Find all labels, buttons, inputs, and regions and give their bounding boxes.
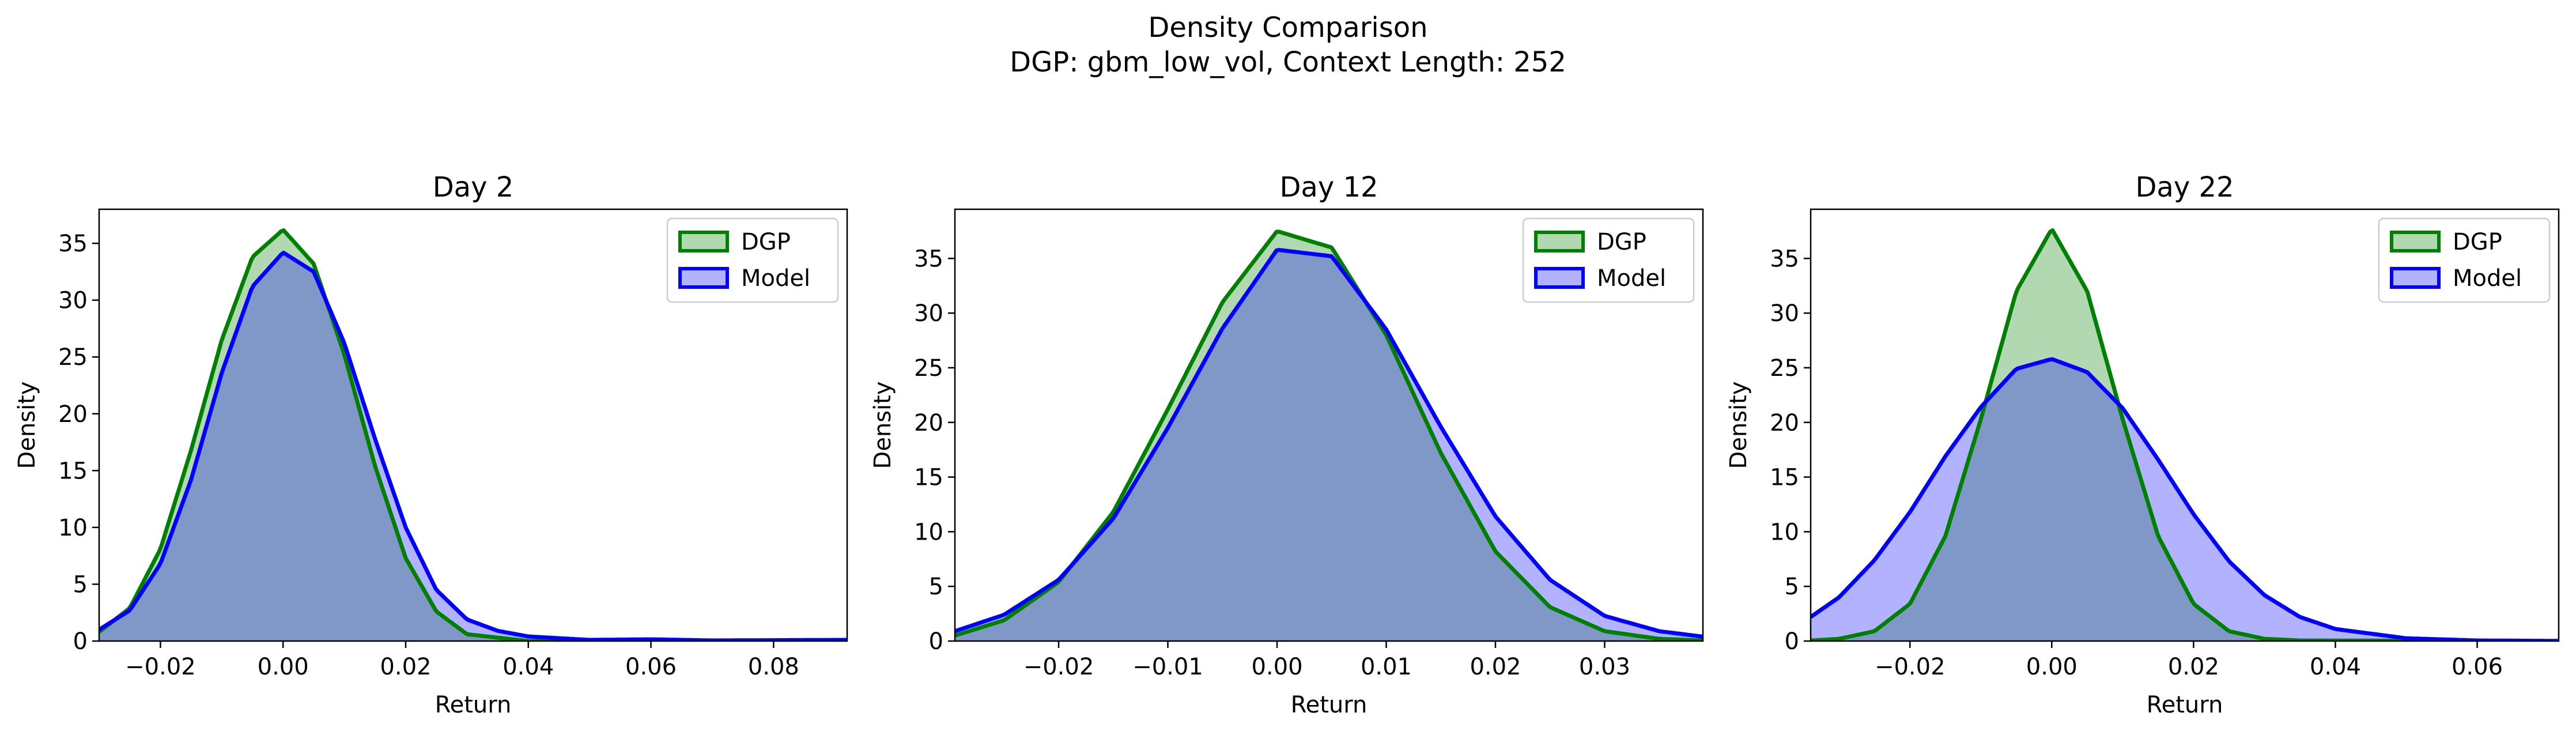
y-tick-label: 30 [914,300,943,327]
legend-label-model: Model [1597,265,1666,292]
x-tick-label: 0.00 [258,654,309,680]
y-axis-label: Density [1725,381,1752,469]
overlap-fill [99,252,847,641]
subplot-title: Day 12 [1279,171,1378,203]
y-tick-label: 30 [1770,300,1799,327]
x-tick-label: −0.01 [1132,654,1203,680]
y-tick-label: 0 [1785,628,1799,655]
legend-label-model: Model [2453,265,2522,292]
x-tick-label: 0.02 [1470,654,1521,680]
y-tick-label: 20 [914,410,943,436]
axes-frame [954,208,1704,642]
x-tick-label: 0.00 [1251,654,1302,680]
y-tick-label: 5 [73,571,88,598]
overlap-fill [1811,359,2559,641]
x-tick-label: 0.01 [1361,654,1412,680]
y-tick-label: 15 [1770,465,1799,491]
legend: DGP Model [2378,217,2551,303]
y-tick-label: 5 [929,574,943,600]
x-tick-label: 0.06 [2452,654,2503,680]
y-axis-label: Density [14,381,40,469]
y-tick-label: 25 [1770,355,1799,382]
x-axis-label: Return [435,692,512,718]
subplot-title: Day 2 [433,171,514,203]
y-tick-label: 0 [929,628,943,655]
y-tick-label: 15 [58,458,88,484]
legend-label-dgp: DGP [2453,229,2502,255]
subplot-1: −0.02 0.00 0.02 0.04 0.06 0.08 0 5 10 15 20 25 30 35 D… [14,171,848,718]
y-tick-label: 10 [914,519,943,545]
x-axis-label: Return [1291,692,1368,718]
figure-title: Density Comparison DGP: gbm_low_vol, Con… [0,10,2576,80]
legend-label-dgp: DGP [1597,229,1646,255]
figure-title-line-1: Density Comparison [1148,12,1428,44]
y-tick-label: 0 [73,628,88,655]
model-density-line [1811,357,2559,641]
x-tick-label: 0.08 [748,654,799,680]
y-tick-label: 5 [1785,574,1799,600]
legend: DGP Model [666,217,839,303]
dgp-density-line [99,228,847,641]
x-tick-label: 0.06 [625,654,677,680]
y-tick-label: 20 [1770,410,1799,436]
x-tick-label: 0.02 [2168,654,2219,680]
x-tick-label: 0.03 [1579,654,1630,680]
legend: DGP Model [1522,217,1695,303]
legend-swatch-model [1534,267,1585,289]
subplot-title: Day 22 [2135,171,2234,203]
model-density-line [955,248,1703,639]
legend-swatch-dgp [1534,231,1585,252]
plot-area [955,229,1703,641]
y-tick-label: 20 [58,401,88,428]
y-tick-label: 10 [58,515,88,541]
y-tick-label: 15 [914,465,943,491]
legend-swatch-model [2390,267,2441,289]
legend-swatch-model [678,267,729,289]
x-tick-label: 0.00 [2026,654,2078,680]
figure-title-line-2: DGP: gbm_low_vol, Context Length: 252 [1010,46,1566,78]
y-tick-label: 35 [914,246,943,272]
subplot-3: −0.02 0.00 0.02 0.04 0.06 0 5 10 15 20 25 30 35 Day 2… [1725,171,2560,718]
overlap-fill [955,250,1703,641]
plot-area [1811,228,2559,641]
x-axis-label: Return [2147,692,2223,718]
x-tick-label: −0.02 [125,654,196,680]
axes-frame [1810,208,2560,642]
x-tick-label: 0.04 [2310,654,2361,680]
y-tick-label: 25 [914,355,943,382]
subplot-2: −0.02 −0.01 0.00 0.01 0.02 0.03 0 5 10 15 20 25 30 35… [870,171,1704,718]
y-tick-label: 35 [58,231,88,257]
y-tick-label: 30 [58,288,88,314]
legend-label-dgp: DGP [741,229,791,255]
plot-area [99,228,847,641]
axes-frame [98,208,848,642]
legend-swatch-dgp [2390,231,2441,252]
y-tick-label: 35 [1770,246,1799,272]
x-tick-label: 0.04 [503,654,554,680]
x-tick-label: −0.02 [1023,654,1094,680]
y-tick-label: 10 [1770,519,1799,545]
x-tick-label: −0.02 [1875,654,1946,680]
legend-swatch-dgp [678,231,729,252]
y-tick-label: 25 [58,344,88,371]
y-axis-label: Density [870,381,896,469]
legend-label-model: Model [741,265,810,292]
x-tick-label: 0.02 [380,654,431,680]
